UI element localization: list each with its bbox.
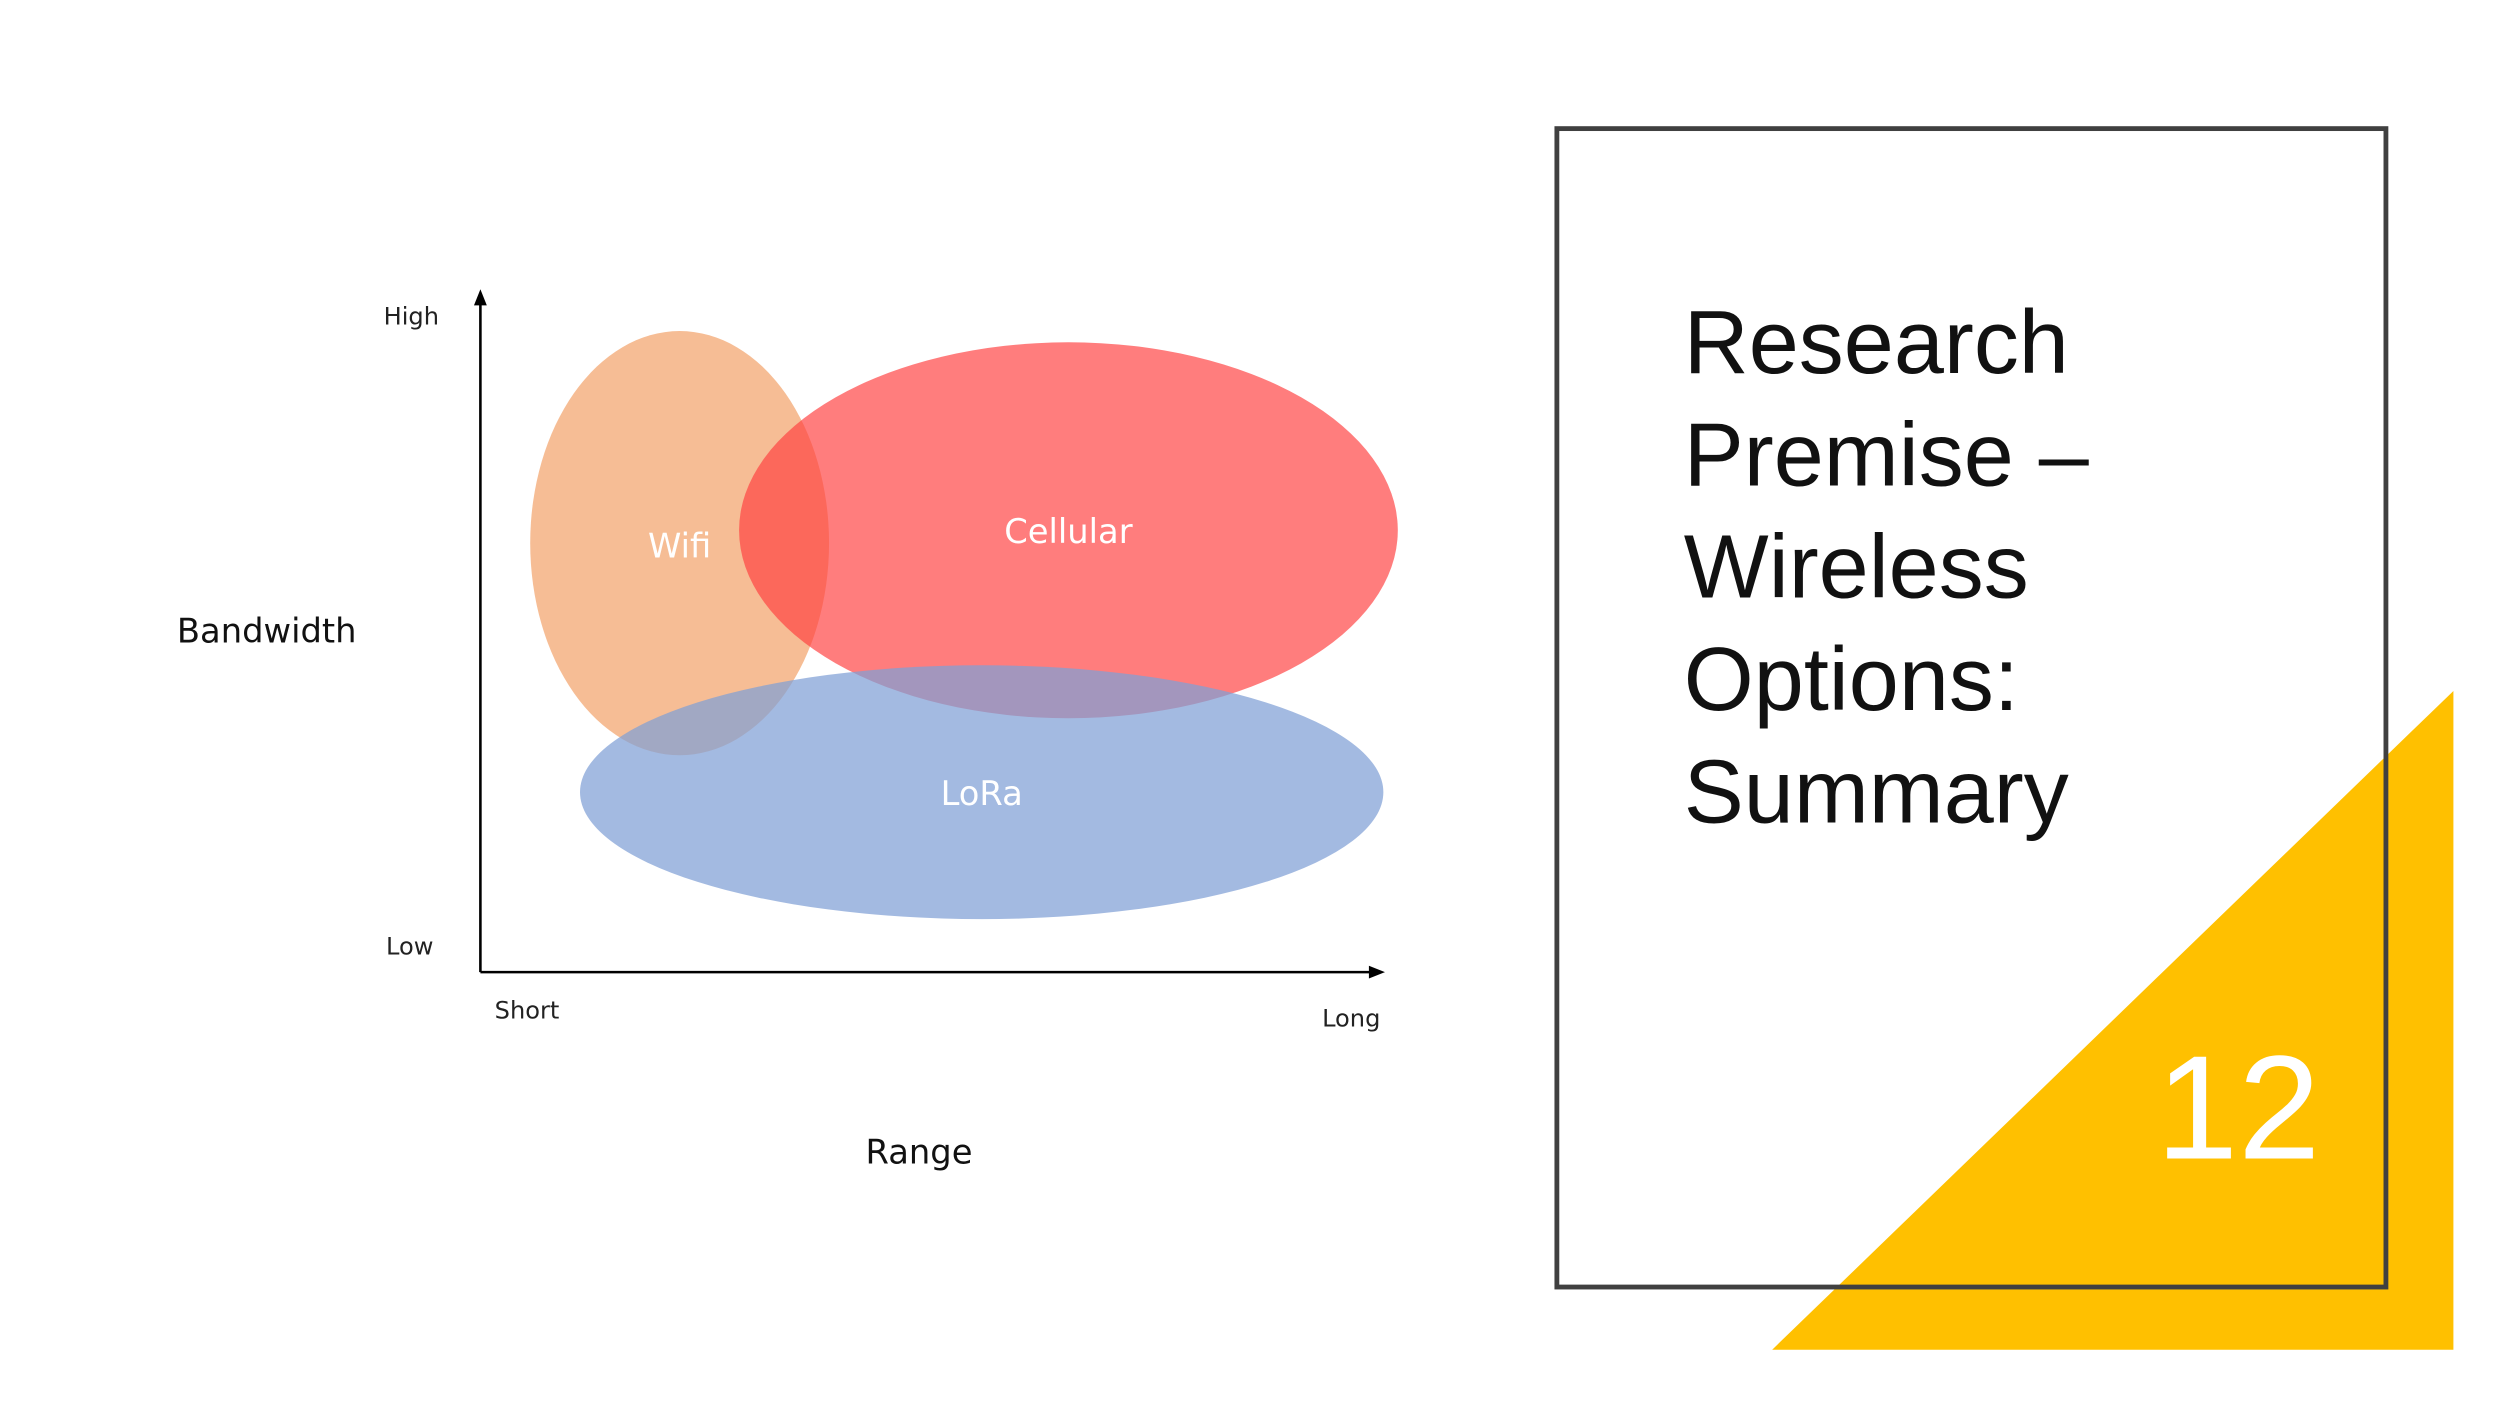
title-line: Premise – — [1684, 405, 2089, 505]
accent-triangle — [1772, 690, 2454, 1350]
y-arrow — [473, 289, 487, 306]
title: Research Premise – Wireless Options: Summary — [1684, 293, 2089, 843]
title-box — [1554, 126, 2389, 1290]
high-label: High — [384, 303, 439, 331]
lora-ellipse — [580, 665, 1384, 920]
y-axis-title: Bandwidth — [177, 612, 357, 651]
ellipse-label: Cellular — [1004, 512, 1132, 551]
title-line: Research — [1684, 293, 2069, 393]
ellipse-label: LoRa — [941, 774, 1023, 813]
slide-number: 12 — [2156, 1025, 2320, 1190]
x-arrow — [1368, 965, 1385, 979]
x-axis-title: Range — [866, 1132, 973, 1171]
long-label: Long — [1322, 1005, 1380, 1033]
title-line: Wireless — [1684, 518, 2029, 618]
wifi-ellipse — [530, 331, 830, 756]
ellipse-label: Wifi — [648, 527, 711, 566]
low-label: Low — [386, 932, 433, 960]
title-line: Summary — [1684, 743, 2069, 843]
title-line: Options: — [1684, 630, 2019, 730]
short-label: Short — [495, 997, 560, 1025]
cellular-ellipse — [739, 342, 1398, 719]
